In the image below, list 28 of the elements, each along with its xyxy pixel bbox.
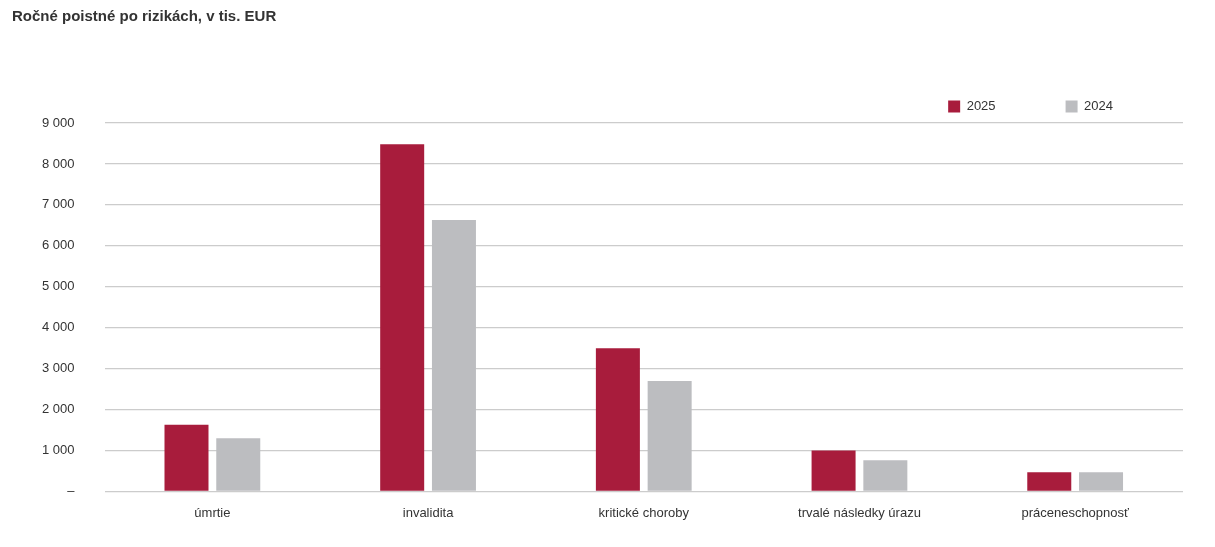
bar	[863, 460, 908, 491]
bar	[1079, 472, 1124, 491]
bar	[164, 424, 209, 491]
y-tick-label: 1 000	[41, 442, 75, 458]
x-tick-label: invalidita	[402, 504, 455, 520]
y-tick-label: 4 000	[41, 319, 75, 335]
bar	[811, 450, 856, 491]
y-tick-label: 7 000	[41, 196, 75, 212]
bar	[380, 144, 425, 491]
x-tick-label: kritické choroby	[598, 504, 690, 520]
y-tick-label: 6 000	[41, 237, 75, 253]
bar	[431, 220, 476, 491]
y-tick-label: 3 000	[41, 360, 75, 376]
y-tick-label: 5 000	[41, 278, 75, 294]
x-tick-label: práceneschopnosť	[1021, 504, 1130, 520]
bar	[595, 348, 640, 491]
y-tick-label: 2 000	[41, 401, 75, 417]
x-tick-label: úmrtie	[194, 504, 231, 520]
y-tick-label: 9 000	[41, 114, 75, 130]
chart-title: Ročné poistné po rizikách, v tis. EUR	[12, 7, 277, 25]
y-tick-label: 8 000	[41, 155, 75, 171]
y-tick-label: –	[67, 482, 76, 498]
bar	[1027, 472, 1072, 491]
x-tick-label: trvalé následky úrazu	[798, 504, 921, 520]
bar	[647, 380, 692, 491]
legend-label: 2024	[1084, 98, 1113, 114]
legend-label: 2025	[966, 98, 996, 114]
bar	[216, 438, 261, 491]
